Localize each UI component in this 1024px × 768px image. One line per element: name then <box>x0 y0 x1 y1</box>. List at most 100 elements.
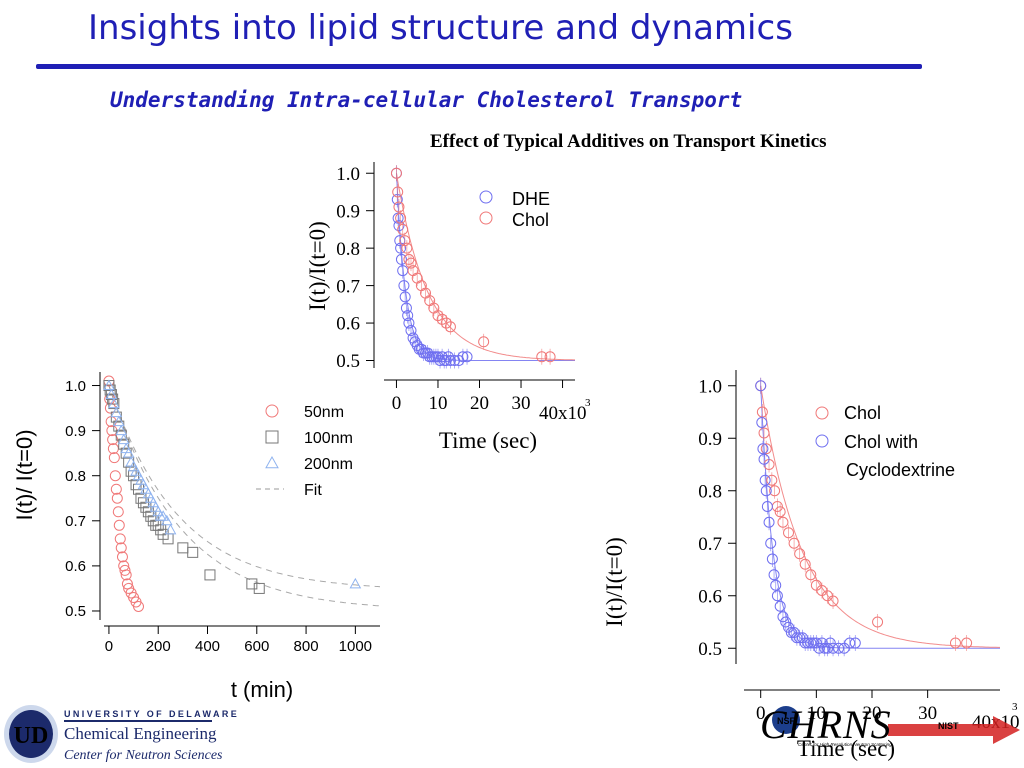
chart-right-y-tick-label: 0.7 <box>698 534 722 555</box>
chart-right-y-tick-label: 1.0 <box>698 376 722 397</box>
chart-left-y-tick-label: 0.8 <box>65 468 86 485</box>
nsf-badge-text: NSF <box>777 716 796 726</box>
chart-left-series <box>103 380 265 594</box>
chart-top-data-point <box>393 201 405 213</box>
chart-right-data-point <box>783 527 795 539</box>
chart-top-series <box>390 165 556 365</box>
chart-left-data-point <box>116 551 128 563</box>
chart-top-data-point <box>457 351 469 363</box>
chart-left-y-tick-label: 1.0 <box>65 378 86 395</box>
chart-right-data-point <box>813 642 825 654</box>
chart-right-data-point <box>949 637 961 649</box>
chart-right-data-point <box>766 474 778 486</box>
chart-top-y-tick-label: 0.9 <box>336 201 360 222</box>
chart-top-data-point <box>395 212 407 224</box>
chart-left-data-point <box>114 533 126 545</box>
chart-left-y-tick-label: 0.7 <box>65 513 86 530</box>
chart-top-data-point <box>403 317 415 329</box>
chart-right-data-point <box>758 453 770 465</box>
chart-right-data-point <box>759 474 771 486</box>
chart-top-data-point <box>400 302 412 314</box>
chart-right-data-point <box>827 595 839 607</box>
chart-top-data-point <box>444 355 456 367</box>
chart-top-legend-marker <box>479 190 493 204</box>
chart-left-legend-label: Fit <box>304 482 322 499</box>
chart-left-y-tick-label: 0.9 <box>65 423 86 440</box>
chart-left-data-point <box>112 506 124 518</box>
chart-right-legend-marker <box>815 434 829 448</box>
chart-top-data-point <box>478 336 490 348</box>
chart-right-data-point <box>771 590 783 602</box>
chart-left-data-point <box>115 542 127 554</box>
chart-right-data-point <box>770 579 782 591</box>
department-name: Chemical Engineering <box>64 724 217 743</box>
chart-top-data-point <box>399 235 411 247</box>
title-rule <box>36 64 922 69</box>
chart-right-data-point <box>827 642 839 654</box>
chart-top-y-tick-label: 0.8 <box>336 239 360 260</box>
chart-left-legend-marker <box>265 455 279 469</box>
nist-badge-text: NIST <box>938 721 959 731</box>
chart-right-y-tick-label: 0.8 <box>698 481 722 502</box>
chart-left-data-point <box>253 582 265 594</box>
university-name: UNIVERSITY OF DELAWARE <box>64 709 240 719</box>
chart-top-data-point <box>436 313 448 325</box>
chart-top-legend-label: DHE <box>512 189 550 209</box>
chart-left-data-point <box>108 452 120 464</box>
chart-right-data-point <box>791 632 803 644</box>
chart-right-data-point <box>794 548 806 560</box>
chrns-wordmark: CHRNS <box>760 702 892 747</box>
chart-right-x-tick-label: 0 <box>756 703 766 724</box>
chart-right-data-point <box>755 380 767 392</box>
chart-right-data-point <box>758 427 770 439</box>
chart-top-data-point <box>536 351 548 363</box>
chart-top-x-label: Time (sec) <box>439 428 537 453</box>
chart-right-y-tick-label: 0.6 <box>698 586 722 607</box>
chart-top-data-point <box>392 212 404 224</box>
chart-right-data-point <box>777 611 789 623</box>
slide-title: Insights into lipid structure and dynami… <box>88 8 793 48</box>
chart-right-y-tick-label: 0.9 <box>698 429 722 450</box>
chart-right-fit-line <box>760 385 1000 649</box>
chart-right-y-tick-label: 0.5 <box>698 639 722 660</box>
chart-right-fit-line <box>760 385 1000 648</box>
chart-left-data-point <box>115 424 128 436</box>
chart-top-data-point <box>397 223 409 235</box>
chart-right-data-point <box>766 553 778 565</box>
chart-left-legend-marker <box>265 430 279 444</box>
chart-right-data-point <box>824 637 836 649</box>
chart-right-legend-label: Chol <box>844 403 881 423</box>
chart-top-x-exponent: 40x10 <box>539 403 587 424</box>
chart-top-y-tick-label: 1.0 <box>336 164 360 185</box>
chart-left-data-point <box>111 492 123 504</box>
university-rule <box>64 720 212 722</box>
chart-top-data-point <box>399 291 411 303</box>
chart-right-legend-label: Cyclodextrine <box>846 460 955 480</box>
chart-left-fit-line <box>108 385 381 607</box>
chart-right-x-label: Time (sec) <box>797 736 895 761</box>
chart-right-data-point <box>805 569 817 581</box>
chart-left-data-point <box>112 415 125 427</box>
chart-left-data-point <box>160 514 173 526</box>
chart-top-y-tick-label: 0.5 <box>336 351 360 372</box>
chart-left-x-tick-label: 200 <box>146 638 171 655</box>
chart-top-x-tick-label: 30 <box>512 393 531 414</box>
chart-right-data-point <box>756 417 768 428</box>
chart-left-x-label: t (min) <box>231 677 293 702</box>
chart-left-x-tick-label: 400 <box>195 638 220 655</box>
chart-right-data-point <box>833 642 845 654</box>
chart-top-data-point <box>405 257 417 269</box>
chart-top-data-point <box>544 351 556 363</box>
chart-right-x-tick-label: 30 <box>918 703 937 724</box>
chart-right-data-point <box>872 616 884 628</box>
chart-top-data-point <box>398 280 410 292</box>
chart-right-data-point <box>756 406 768 418</box>
chart-left-data-point <box>110 411 122 423</box>
chart-left-data-point <box>110 406 123 418</box>
chart-right-data-point <box>769 485 781 497</box>
chart-right-data-point <box>777 516 789 528</box>
chart-left-data-point <box>119 564 131 576</box>
chart-left-data-point <box>204 569 216 581</box>
chart-right-data-point <box>765 537 777 549</box>
